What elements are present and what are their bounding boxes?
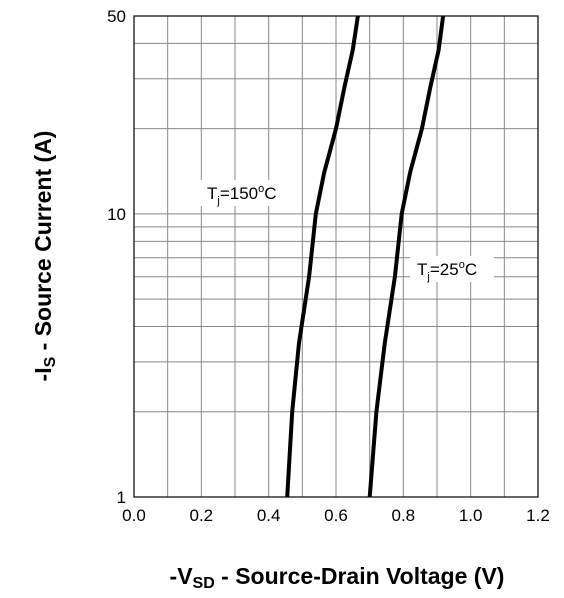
series-layer [285,15,446,498]
y-axis-title: -IS - Source Current (A) [30,131,59,382]
x-tick-label: 0.2 [190,506,214,525]
svg-text:Tj=150oC: Tj=150oC [207,183,277,207]
y-tick-label: 1 [117,488,126,507]
y-tick-labels: 1 10 50 [107,7,126,507]
series-label-text: T [207,184,217,203]
x-tick-label: 0.6 [324,506,348,525]
x-tick-label: 1.2 [526,506,550,525]
series-label-25c: Tj=25oC [410,256,494,283]
y-tick-label: 10 [107,205,126,224]
y-tick-label: 50 [107,7,126,26]
x-tick-label: 0.4 [257,506,281,525]
series-line-0 [285,15,360,498]
x-tick-labels: 0.0 0.2 0.4 0.6 0.8 1.0 1.2 [122,506,550,525]
series-label-150c: Tj=150oC [199,180,279,207]
x-axis-title: -VSD - Source-Drain Voltage (V) [170,563,505,592]
plot-grid [134,16,538,497]
x-tick-label: 0.0 [122,506,146,525]
x-tick-label: 0.8 [392,506,416,525]
series-line-1 [367,15,446,498]
plot-frame [133,15,539,498]
svg-text:Tj=25oC: Tj=25oC [417,259,477,283]
x-tick-label: 1.0 [459,506,483,525]
